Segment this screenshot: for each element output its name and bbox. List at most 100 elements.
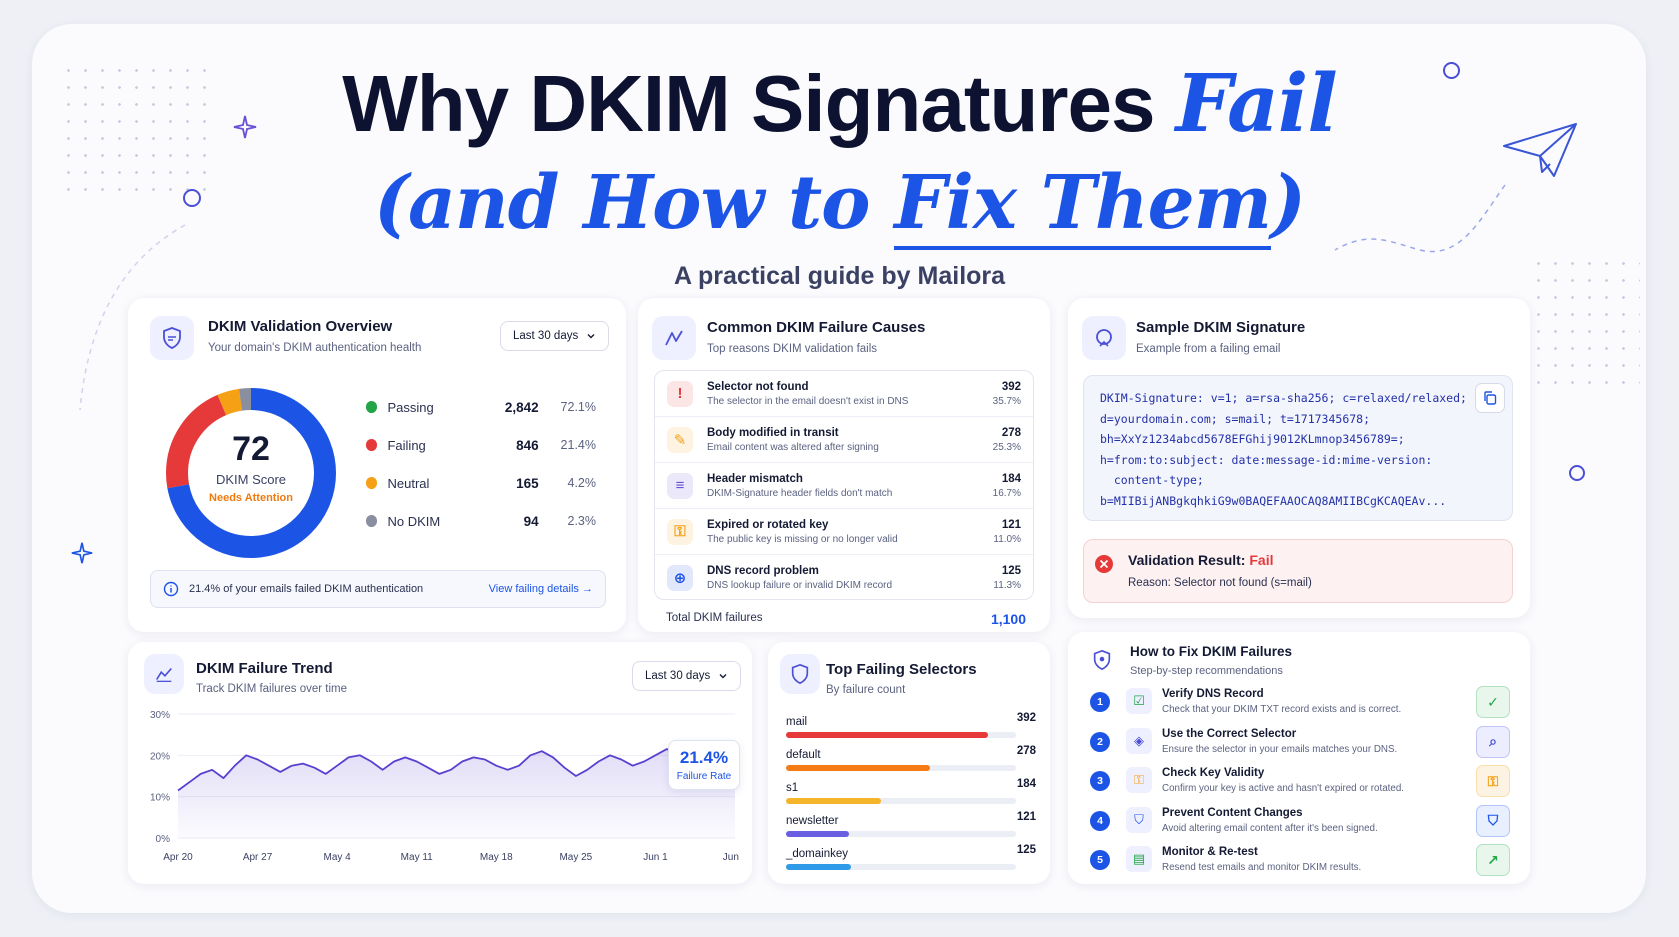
total-failures-value: 1,100 xyxy=(990,611,1026,627)
search-icon[interactable]: ⌕ xyxy=(1476,725,1510,758)
circle-decoration xyxy=(1443,62,1460,79)
validation-result: Validation Result: Fail Reason: Selector… xyxy=(1083,539,1513,603)
period-select[interactable]: Last 30 days xyxy=(632,661,742,691)
x-tick-label: May 18 xyxy=(480,852,513,863)
step-title: Check Key Validity xyxy=(1162,767,1265,779)
cause-description: The selector in the email doesn't exist … xyxy=(707,395,909,407)
result-value: Fail xyxy=(1249,552,1274,568)
cause-title: Body modified in transit xyxy=(707,426,839,439)
page-subtitle: A practical guide by Mailora xyxy=(673,262,1006,290)
selector-bar-track xyxy=(786,765,1016,771)
key-icon: ⚿ xyxy=(1126,767,1152,793)
selector-bar xyxy=(786,732,989,738)
error-icon xyxy=(1095,555,1113,573)
info-text: 21.4% of your emails failed DKIM authent… xyxy=(189,583,424,595)
legend-percent: 72.1% xyxy=(560,400,596,414)
step-description: Check that your DKIM TXT record exists a… xyxy=(1162,704,1402,715)
donut-segment-failing xyxy=(166,388,336,558)
page-title: Why DKIM Signatures Fail xyxy=(0,56,1679,150)
legend-label: Passing xyxy=(387,399,434,415)
x-tick-label: Jun 1 xyxy=(643,852,668,863)
period-select[interactable]: Last 30 days xyxy=(500,321,610,351)
cause-row[interactable]: ≡ Header mismatch DKIM-Signature header f… xyxy=(655,463,1033,509)
trend-area xyxy=(178,749,735,838)
y-tick-label: 30% xyxy=(150,710,170,721)
selector-count: 125 xyxy=(1016,844,1036,856)
copy-button[interactable] xyxy=(1475,383,1505,413)
arrow-right-icon: → xyxy=(582,583,593,595)
dkim-score-donut xyxy=(166,388,336,558)
cause-title: Selector not found xyxy=(707,380,809,393)
failure-trend-chart: 30% 20% 10% 0% Apr 20 Apr 27 May 4 May 11 May 18… xyxy=(150,710,740,863)
trend-line xyxy=(177,748,736,792)
selector-count: 278 xyxy=(1016,745,1036,757)
selector-name: newsletter xyxy=(786,815,839,827)
fix-step: 5 ▤ Monitor & Re-test Resend test emails… xyxy=(1090,844,1510,880)
selector-count: 184 xyxy=(1016,778,1036,790)
y-tick-label: 0% xyxy=(156,834,171,845)
score-status: Needs Attention xyxy=(209,492,293,504)
legend-row-neutral: Neutral 165 4.2% xyxy=(366,472,596,494)
check-icon[interactable]: ✓ xyxy=(1476,686,1510,718)
x-tick-label: May 25 xyxy=(559,852,592,863)
chevron-down-icon xyxy=(719,674,727,679)
cause-count: 121 xyxy=(1001,518,1021,531)
cause-row[interactable]: ✎ Body modified in transit Email content … xyxy=(655,417,1033,463)
title-accent: Fail xyxy=(1175,56,1338,150)
failure-info-bar: 21.4% of your emails failed DKIM authent… xyxy=(150,570,606,608)
title-text: ) xyxy=(1271,160,1306,246)
x-tick-label: Apr 27 xyxy=(243,852,273,863)
score-value: 72 xyxy=(232,430,270,468)
shield-icon[interactable]: ⛉ xyxy=(1476,804,1510,837)
code-line: h=from:to:subject: date:message-id:mime-… xyxy=(1100,452,1433,467)
copy-icon xyxy=(1484,391,1497,405)
selector-row: _domainkey 125 xyxy=(786,844,1036,874)
causes-list: ! Selector not found The selector in the … xyxy=(654,370,1034,600)
dns-check-icon: ☑ xyxy=(1126,688,1152,714)
cause-row[interactable]: ⊕ DNS record problem DNS lookup failure o… xyxy=(655,555,1033,601)
legend-row-failing: Failing 846 21.4% xyxy=(366,434,596,456)
trend-icon[interactable]: ↗ xyxy=(1476,844,1510,876)
step-number: 1 xyxy=(1090,692,1110,712)
how-to-fix-card xyxy=(1068,632,1530,884)
status-dot xyxy=(366,401,378,413)
card-title: DKIM Failure Trend xyxy=(196,660,333,677)
selector-count: 121 xyxy=(1016,811,1036,823)
card-title: Sample DKIM Signature xyxy=(1136,319,1306,336)
key-icon[interactable]: ⚿ xyxy=(1476,765,1510,797)
page-title-line2: (and How to Fix Them) xyxy=(0,160,1679,250)
card-title: How to Fix DKIM Failures xyxy=(1130,644,1293,659)
sparkle-icon xyxy=(233,115,257,139)
cause-row[interactable]: ! Selector not found The selector in the … xyxy=(655,371,1033,417)
shield-icon: ⛉ xyxy=(1126,806,1152,833)
key-icon: ⚿ xyxy=(667,518,693,545)
cause-count: 184 xyxy=(1001,472,1021,485)
legend-value: 846 xyxy=(516,437,539,453)
trend-icon xyxy=(144,654,184,694)
card-subtitle: By failure count xyxy=(826,684,906,696)
circle-decoration xyxy=(183,189,201,207)
failure-rate-callout: 21.4% Failure Rate xyxy=(668,740,740,790)
code-line: d=yourdomain.com; s=mail; t=1717345678; xyxy=(1100,411,1371,426)
cause-description: DKIM-Signature header fields don't match xyxy=(707,487,893,499)
selector-name: mail xyxy=(786,716,808,728)
chevron-down-icon xyxy=(587,334,595,339)
cause-title: Expired or rotated key xyxy=(707,518,829,531)
legend-label: Failing xyxy=(387,437,426,453)
x-tick-label: May 4 xyxy=(324,852,352,863)
selector-name: _domainkey xyxy=(786,848,849,860)
cause-percent: 16.7% xyxy=(992,487,1021,499)
link-label: View failing details xyxy=(488,583,579,595)
card-subtitle: Track DKIM failures over time xyxy=(196,683,348,695)
view-failing-details-link[interactable]: View failing details → xyxy=(489,583,593,595)
shield-icon xyxy=(780,654,820,694)
legend-label: No DKIM xyxy=(387,513,441,529)
selector-count: 392 xyxy=(1016,712,1036,724)
cause-title: Header mismatch xyxy=(707,472,803,485)
cause-analysis-icon xyxy=(652,316,696,360)
legend-percent: 2.3% xyxy=(567,514,597,528)
legend-value: 94 xyxy=(523,513,539,529)
cause-row[interactable]: ⚿ Expired or rotated key The public key i… xyxy=(655,509,1033,555)
selector-name: s1 xyxy=(786,782,799,794)
cause-count: 125 xyxy=(1001,565,1021,577)
